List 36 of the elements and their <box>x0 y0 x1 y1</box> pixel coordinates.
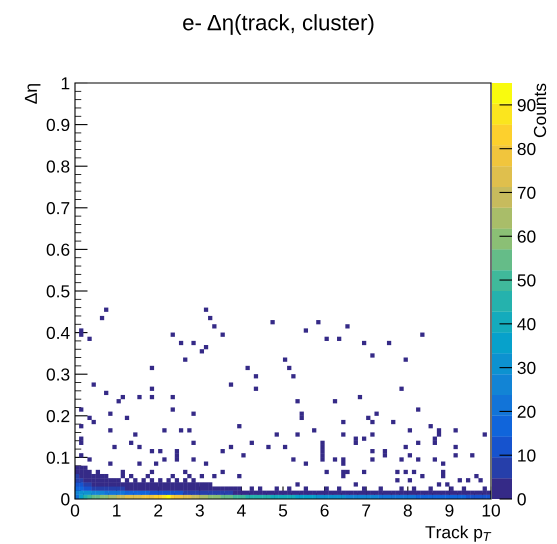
x-tick-label: 9 <box>445 504 454 517</box>
y-tick-label: 0.1 <box>46 452 70 464</box>
y-tick-label: 0.7 <box>46 202 70 214</box>
x-tick-label: 3 <box>196 504 204 517</box>
y-tick-label: 0.3 <box>46 368 70 381</box>
color-bar-label: 20 <box>518 406 536 418</box>
chart-title: e- Δη(track, cluster) <box>183 14 374 35</box>
color-bar-label: 70 <box>518 186 536 199</box>
x-tick-label: 1 <box>113 504 121 516</box>
x-tick-label: 0 <box>70 504 80 517</box>
x-axis-title: Track p$_{T}$ <box>425 526 492 542</box>
y-tick-label: 0.5 <box>46 285 70 298</box>
color-bar-title: Counts <box>534 84 546 138</box>
x-tick-label: 5 <box>278 504 288 517</box>
x-tick-label: 10 <box>482 504 500 517</box>
y-tick-label: 0.2 <box>46 410 70 422</box>
color-bar-label: 80 <box>518 142 536 156</box>
color-bar-label: 40 <box>517 318 536 330</box>
y-tick-label: 0.4 <box>46 326 70 340</box>
x-tick-label: 4 <box>236 504 246 516</box>
y-axis-title: Δη <box>24 84 40 104</box>
x-tick-label: 2 <box>154 504 162 516</box>
color-bar-label: 60 <box>518 230 536 243</box>
y-tick-label: 1 <box>62 77 70 90</box>
y-tick-label: 0.9 <box>46 118 70 132</box>
y-tick-label: 0.8 <box>46 160 70 173</box>
x-tick-label: 8 <box>404 504 412 517</box>
color-bar-label: 90 <box>518 99 536 112</box>
x-tick-label: 6 <box>320 504 329 517</box>
color-bar-label: 10 <box>518 449 536 462</box>
color-bar-label: 50 <box>518 274 536 287</box>
color-bar-label: 30 <box>518 362 536 374</box>
x-tick-label: 7 <box>362 504 370 516</box>
y-tick-label: 0.6 <box>46 244 70 256</box>
color-bar-label: 0 <box>518 493 526 506</box>
y-tick-label: 0 <box>61 493 70 506</box>
